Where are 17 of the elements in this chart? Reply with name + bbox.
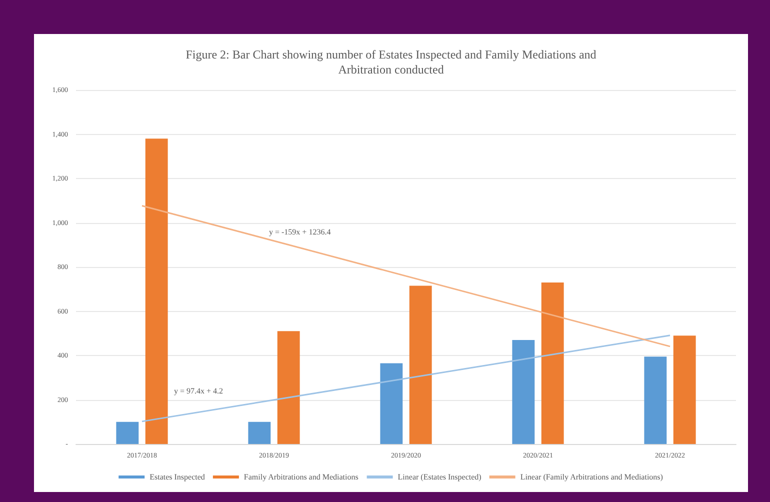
legend-label: Linear (Family Arbitrations and Mediations)	[520, 472, 664, 482]
chart-title: Figure 2: Bar Chart showing number of Estates Inspected and Family Mediations and Arbitration conducted	[186, 48, 596, 76]
bar	[644, 356, 667, 444]
annotation: y = 97.4x + 4.2	[174, 386, 224, 396]
bar	[277, 331, 300, 444]
bar	[380, 363, 403, 444]
bar	[512, 340, 535, 444]
legend-label: Linear (Estates Inspected)	[398, 472, 482, 482]
bar	[409, 286, 432, 444]
bar	[145, 138, 168, 444]
bar	[673, 336, 696, 444]
bar	[248, 422, 271, 444]
bar	[116, 422, 139, 444]
legend-label: Estates Inspected	[150, 472, 205, 482]
legend-label: Family Arbitrations and Mediations	[244, 472, 358, 482]
bar	[541, 282, 564, 444]
annotation: y = -159x + 1236.4	[269, 228, 331, 236]
